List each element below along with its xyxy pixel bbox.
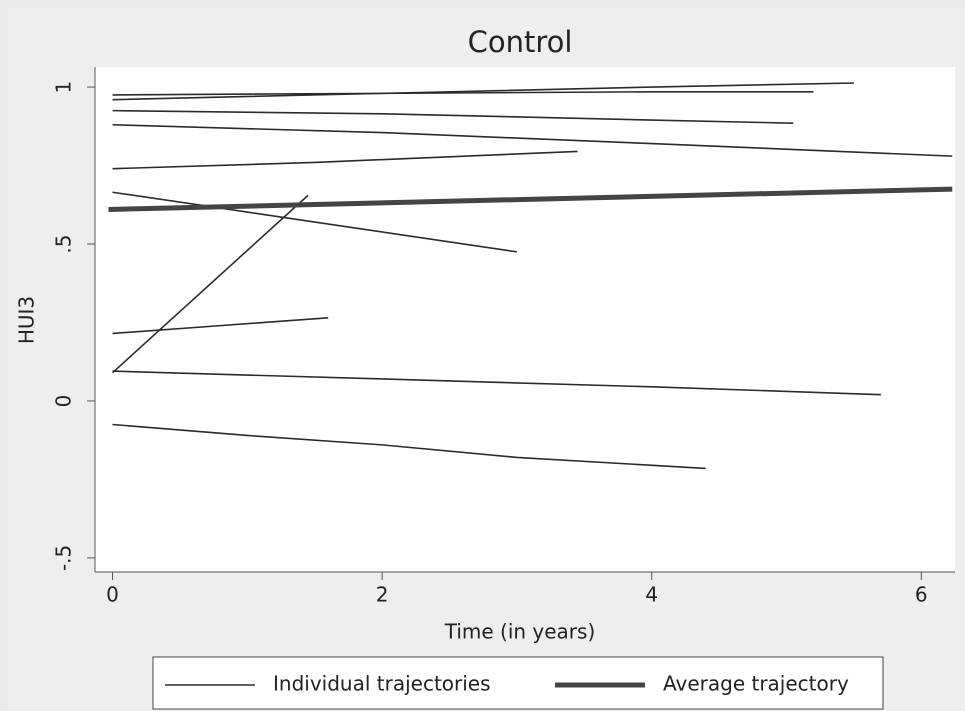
y-tick-label: -.5 — [52, 545, 76, 571]
y-tick-label: .5 — [52, 234, 76, 253]
x-tick-label: 0 — [106, 583, 119, 607]
plot-region — [95, 67, 955, 572]
individual-line — [112, 423, 706, 470]
individual-line — [112, 82, 854, 101]
individual-line — [112, 90, 814, 96]
individual-line — [112, 370, 881, 396]
y-tick-label: 1 — [52, 81, 76, 94]
individual-line — [112, 150, 578, 170]
x-axis-title: Time (in years) — [444, 620, 596, 644]
x-tick-label: 2 — [376, 583, 389, 607]
individual-line — [112, 316, 329, 335]
y-tick-label: 0 — [52, 395, 76, 408]
individual-line — [112, 191, 518, 253]
legend-label: Average trajectory — [663, 672, 849, 696]
chart-title: Control — [468, 25, 573, 59]
legend-label: Individual trajectories — [273, 672, 491, 696]
individual-line — [112, 109, 794, 124]
y-axis-title: HUI3 — [15, 296, 39, 344]
individual-line — [112, 123, 953, 157]
x-tick-label: 4 — [645, 583, 658, 607]
average-line — [108, 186, 953, 212]
legend — [152, 656, 884, 710]
individual-line — [111, 194, 309, 374]
x-tick-label: 6 — [915, 583, 928, 607]
